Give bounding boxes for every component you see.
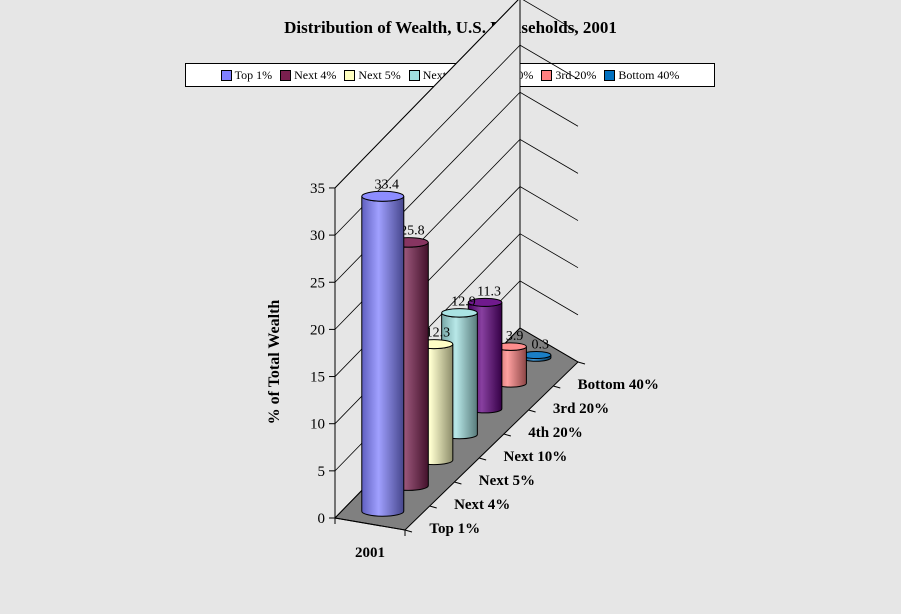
bar-body — [361, 196, 405, 517]
legend-swatch — [604, 69, 616, 81]
y-tick-label: 35 — [310, 181, 325, 197]
depth-tick — [479, 457, 487, 461]
depth-tick — [404, 529, 413, 533]
depth-tick — [553, 385, 561, 389]
y-tick-label: 0 — [318, 511, 326, 527]
legend-label: Next 4% — [294, 67, 337, 82]
y-tick-label: 5 — [318, 464, 326, 480]
series-axis-label: 3rd 20% — [553, 401, 609, 417]
series-axis-label: Bottom 40% — [578, 377, 659, 393]
data-label: 33.4 — [375, 177, 400, 192]
x-category-label: 2001 — [355, 545, 385, 561]
series-axis-label: Next 10% — [504, 449, 568, 465]
legend-swatch — [541, 69, 553, 81]
legend-label: Next 5% — [358, 67, 401, 82]
series-axis-label: Top 1% — [429, 521, 480, 537]
y-tick-label: 15 — [310, 370, 325, 386]
depth-tick — [528, 409, 536, 413]
x-axis — [334, 517, 406, 531]
data-label: 3.9 — [506, 329, 524, 344]
y-tick-label: 25 — [310, 275, 325, 291]
data-label: 12.9 — [451, 295, 476, 310]
y-tick-label: 30 — [310, 228, 325, 244]
bar-top — [467, 297, 503, 307]
y-axis-title: % of Total Wealth — [266, 300, 283, 425]
y-tick-label: 20 — [310, 322, 325, 338]
legend-label: Top 1% — [234, 67, 273, 82]
legend-label: Bottom 40% — [618, 67, 680, 82]
depth-tick — [503, 433, 511, 437]
series-axis-label: 4th 20% — [528, 425, 583, 441]
legend-swatch — [344, 69, 356, 81]
series-axis-label: Next 5% — [479, 473, 535, 489]
bar: 33.4 — [361, 177, 405, 517]
legend-item: Top 1% — [220, 67, 273, 83]
y-tick-label: 10 — [310, 417, 325, 433]
legend-swatch — [408, 69, 420, 81]
legend-item: Next 4% — [280, 68, 336, 83]
depth-tick — [454, 481, 462, 485]
legend-item: 3rd 20% — [541, 68, 596, 83]
depth-tick — [577, 361, 586, 365]
bar: 0.3 — [521, 337, 552, 362]
depth-tick — [429, 505, 437, 509]
legend-label: 3rd 20% — [555, 67, 597, 82]
data-label: 11.3 — [477, 284, 501, 299]
legend-item: Next 5% — [344, 67, 401, 83]
bar-top — [361, 190, 405, 202]
bar: 3.9 — [494, 329, 527, 388]
legend-swatch — [220, 69, 232, 81]
data-label: 25.8 — [400, 224, 425, 239]
series-axis-label: Next 4% — [454, 497, 510, 513]
legend-swatch — [280, 69, 292, 81]
data-label: 0.3 — [531, 337, 549, 352]
gridline — [334, 0, 579, 189]
legend-item: Bottom 40% — [604, 68, 679, 83]
chart-title: Distribution of Wealth, U.S. Households,… — [284, 18, 617, 37]
bar-top — [441, 308, 478, 318]
data-label: 12.3 — [426, 326, 451, 341]
